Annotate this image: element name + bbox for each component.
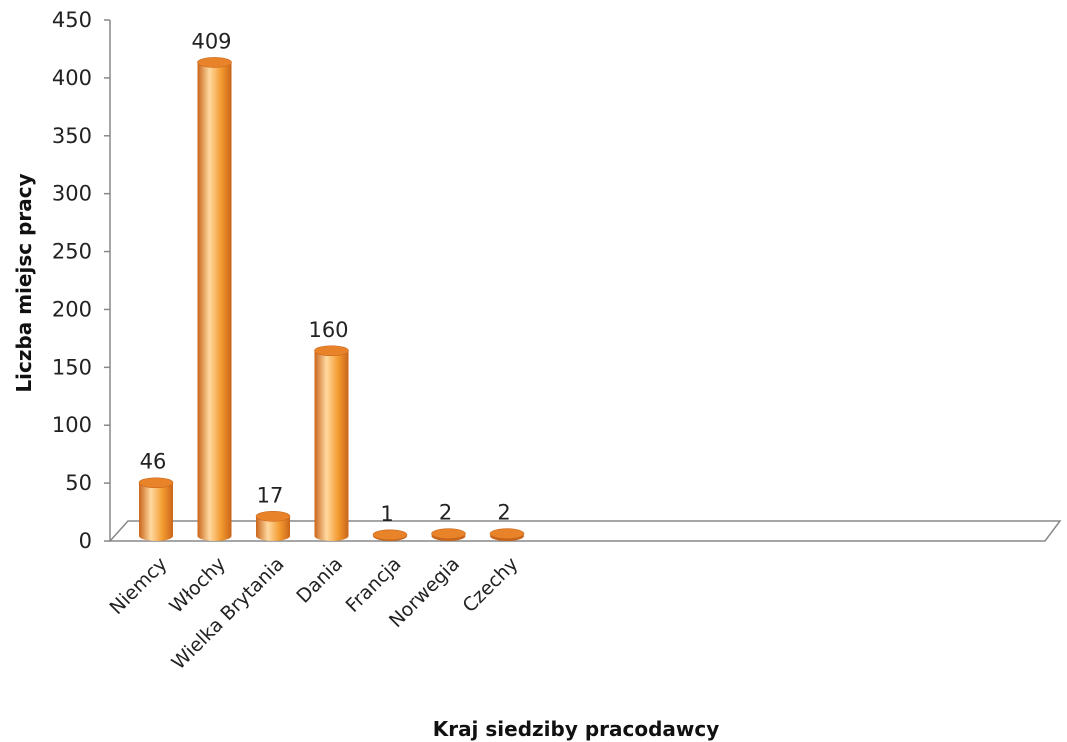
bar-Wielka Brytania <box>255 511 291 541</box>
bar-body <box>314 350 349 541</box>
x-axis-title: Kraj siedziby pracodawcy <box>433 717 720 741</box>
y-tick-label: 100 <box>52 413 92 437</box>
data-label: 17 <box>257 483 284 507</box>
floor-plane <box>108 520 1062 542</box>
y-tick-labels: 0 50 100 150 200 250 300 350 400 450 <box>52 8 110 553</box>
y-tick-label: 250 <box>52 240 92 264</box>
data-label: 2 <box>439 501 452 525</box>
category-label: Czechy <box>458 553 522 617</box>
bar-top <box>138 477 174 489</box>
y-tick-label: 450 <box>52 8 92 32</box>
y-tick-label: 150 <box>52 355 92 379</box>
bar-top <box>255 511 291 522</box>
data-label: 2 <box>497 501 510 525</box>
data-label: 409 <box>191 29 231 53</box>
bar-Czechy <box>489 528 525 541</box>
category-label: Niemcy <box>105 553 171 619</box>
bar-Dania <box>314 345 349 541</box>
bar-Francja <box>372 529 408 541</box>
bar-top <box>197 57 232 68</box>
category-label: Wielka Brytania <box>168 553 289 674</box>
y-tick-label: 200 <box>52 297 92 321</box>
data-label: 1 <box>380 502 393 526</box>
bar-Włochy <box>197 57 232 542</box>
bar-top <box>431 528 466 539</box>
bar-body <box>139 482 173 541</box>
y-tick-label: 400 <box>52 66 92 90</box>
y-tick-label: 50 <box>65 471 92 495</box>
bars <box>138 57 525 542</box>
data-label: 160 <box>308 318 348 342</box>
y-axis-title: Liczba miejsc pracy <box>12 173 36 392</box>
y-tick-label: 300 <box>52 182 92 206</box>
bar-top <box>372 529 408 541</box>
y-tick-label: 0 <box>79 529 92 553</box>
bar-Niemcy <box>138 477 174 541</box>
data-labels: 46 409 17 160 1 2 2 <box>140 29 511 525</box>
data-label: 46 <box>140 450 167 474</box>
y-tick-label: 350 <box>52 124 92 148</box>
bar-body <box>197 62 232 542</box>
bar-body <box>256 516 290 541</box>
bar-Norwegia <box>431 528 466 541</box>
bar-top <box>314 345 349 357</box>
chart-floor <box>108 520 1062 542</box>
category-label: Dania <box>292 553 347 608</box>
bar-top <box>489 528 525 539</box>
